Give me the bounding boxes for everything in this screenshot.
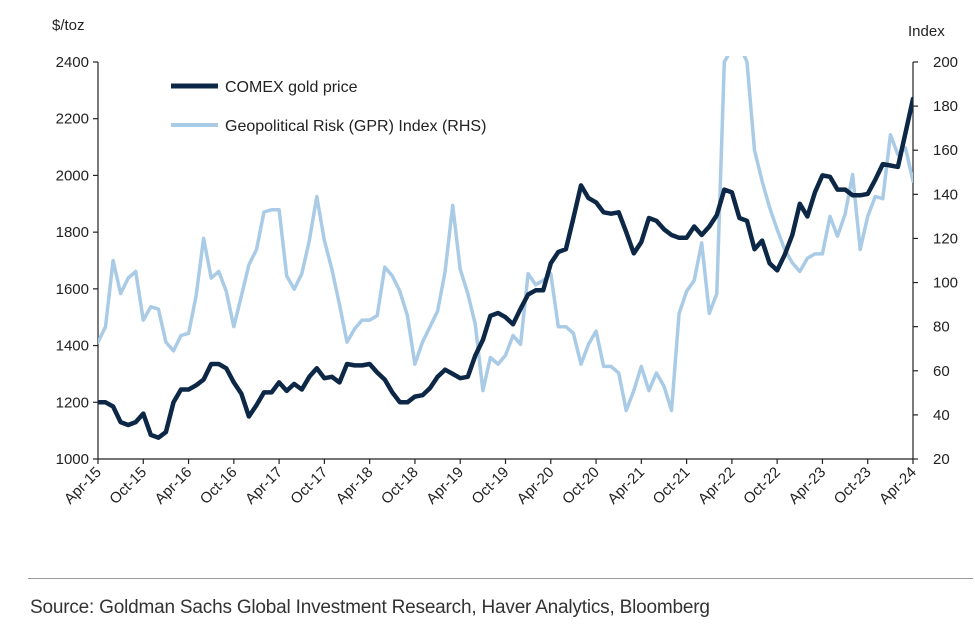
x-axis-tick-label: Oct-21 [650, 464, 694, 508]
x-axis-tick-label: Apr-17 [242, 464, 286, 508]
x-axis-tick-label: Apr-24 [876, 464, 920, 508]
x-axis-tick-label: Oct-20 [559, 464, 603, 508]
legend-label-gpr: Geopolitical Risk (GPR) Index (RHS) [225, 118, 486, 135]
x-axis-tick-label: Apr-18 [333, 464, 377, 508]
x-axis-tick-label: Apr-23 [785, 464, 829, 508]
left-axis-tick-label: 1200 [56, 394, 89, 411]
left-axis-tick-label: 1000 [56, 451, 89, 468]
x-axis-tick-label: Oct-22 [740, 464, 784, 508]
x-axis-tick-label: Oct-18 [378, 464, 422, 508]
x-axis-tick-label: Oct-23 [831, 464, 875, 508]
right-axis-tick-label: 160 [933, 142, 958, 159]
left-axis-unit-label: $/toz [52, 17, 85, 34]
right-axis-tick-label: 100 [933, 275, 958, 292]
x-axis-tick-label: Apr-22 [695, 464, 739, 508]
right-axis-tick-label: 140 [933, 186, 958, 203]
x-axis-tick-label: Oct-15 [106, 464, 150, 508]
x-axis-tick-label: Oct-17 [287, 464, 331, 508]
left-axis-tick-label: 1800 [56, 224, 89, 241]
x-axis-tick-label: Apr-21 [604, 464, 648, 508]
x-axis-tick-label: Apr-20 [514, 464, 558, 508]
x-axis-tick-label: Apr-15 [61, 464, 105, 508]
left-axis-tick-label: 1400 [56, 338, 89, 355]
left-axis-tick-label: 2400 [56, 54, 89, 71]
right-axis-tick-label: 40 [933, 407, 950, 424]
x-axis-tick-label: Apr-19 [423, 464, 467, 508]
right-axis-tick-label: 80 [933, 319, 950, 336]
left-axis-tick-label: 2200 [56, 111, 89, 128]
source-divider [28, 578, 973, 579]
right-axis-tick-label: 20 [933, 451, 950, 468]
left-axis-tick-label: 1600 [56, 281, 89, 298]
axes: 1000 1200 1400 1600 1800 2000 2200 2400 20 40 60 80… [56, 54, 958, 508]
left-axis-tick-label: 2000 [56, 167, 89, 184]
right-axis-tick-label: 180 [933, 98, 958, 115]
gpr-index-line [98, 56, 913, 413]
x-axis-tick-label: Apr-16 [152, 464, 196, 508]
right-axis-tick-label: 200 [933, 54, 958, 71]
right-axis-tick-label: 60 [933, 363, 950, 380]
x-axis-tick-label: Oct-19 [468, 464, 512, 508]
legend: COMEX gold price Geopolitical Risk (GPR)… [171, 79, 486, 135]
source-note: Source: Goldman Sachs Global Investment … [30, 597, 710, 618]
right-axis-unit-label: Index [908, 23, 945, 40]
gold-price-line [98, 96, 913, 440]
legend-label-gold: COMEX gold price [225, 79, 358, 96]
series-lines [98, 56, 913, 440]
x-axis-tick-label: Oct-16 [197, 464, 241, 508]
right-axis-tick-label: 120 [933, 230, 958, 247]
